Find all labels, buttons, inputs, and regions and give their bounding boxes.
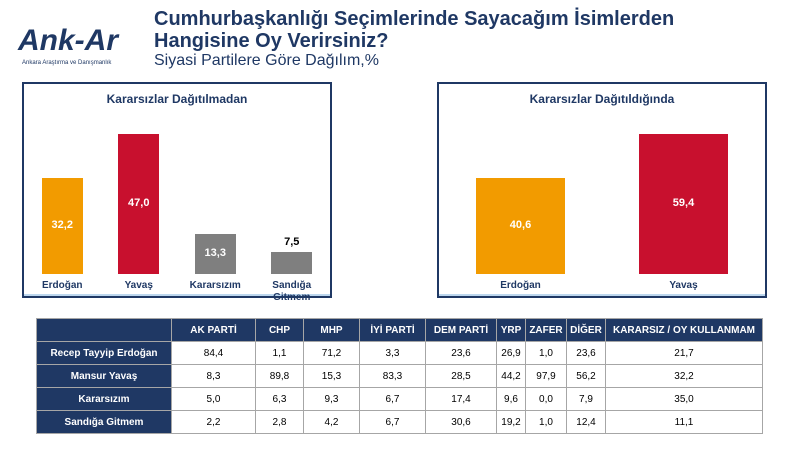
category-label: Erdoğan (500, 280, 541, 291)
chart-panel: Kararsızlar Dağıtılmadan 32,2 Erdoğan 47,0 Y… (22, 82, 332, 303)
table-cell: 44,2 (496, 364, 526, 388)
table-cell: 19,2 (496, 410, 526, 434)
row-label: Mansur Yavaş (36, 364, 172, 388)
table-cell: 4,2 (303, 410, 360, 434)
bar (118, 134, 160, 274)
table-cell: 56,2 (566, 364, 606, 388)
table-cell: 6,7 (359, 387, 426, 411)
table-cell: 17,4 (425, 387, 497, 411)
table-cell: 89,8 (255, 364, 304, 388)
table-cell: 23,6 (566, 341, 606, 365)
category-label: Kararsızım (189, 280, 241, 291)
table-cell: 35,0 (605, 387, 763, 411)
table-cell: 21,7 (605, 341, 763, 365)
value-label: 32,2 (51, 219, 73, 232)
bar (194, 234, 236, 274)
table-cell: 9,3 (303, 387, 360, 411)
column-header: MHP (303, 318, 360, 342)
table-cell: 83,3 (359, 364, 426, 388)
row-label: Sandığa Gitmem (36, 410, 172, 434)
value-label: 59,4 (672, 197, 695, 209)
value-label: 7,5 (284, 235, 300, 248)
table: AK PARTİ CHP MHP İYİ PARTİ DEM PARTİ YRP ZAFER… (36, 318, 763, 434)
table-cell: 8,3 (171, 364, 256, 388)
table-header: AK PARTİ CHP MHP İYİ PARTİ DEM PARTİ YRP ZAFER… (36, 318, 763, 342)
value-label: 40,6 (509, 219, 532, 232)
bar (476, 178, 565, 274)
value-label: 47,0 (128, 197, 150, 209)
table-cell: 15,3 (303, 364, 360, 388)
category-label: Yavaş (124, 280, 153, 291)
table-cell: 2,2 (171, 410, 256, 434)
baseline (439, 294, 765, 296)
table-cell: 6,7 (359, 410, 426, 434)
column-header: KARARSIZ / OY KULLANMAM (605, 318, 763, 342)
table-row: Kararsızım 5,0 6,3 9,3 6,7 17,4 9,6 0,0 7,9 35,0 (36, 387, 763, 411)
table-cell: 11,1 (605, 410, 763, 434)
table-cell: 28,5 (425, 364, 497, 388)
table-cell: 9,6 (496, 387, 526, 411)
chart-panel: Kararsızlar Dağıtıldığında 40,6 Erdoğan 59,… (437, 82, 767, 298)
table-cell: 32,2 (605, 364, 763, 388)
row-label: Recep Tayyip Erdoğan (36, 341, 172, 365)
column-header: DEM PARTİ (425, 318, 497, 342)
column-header: DİĞER (566, 318, 606, 342)
column-header: AK PARTİ (171, 318, 256, 342)
table-row: Mansur Yavaş 8,3 89,8 15,3 83,3 28,5 44,2 97,9 5… (36, 364, 763, 388)
subtitle: Siyasi Partilere Göre Dağılım,% (154, 52, 379, 69)
table-cell: 5,0 (171, 387, 256, 411)
chart-title: Kararsızlar Dağıtıldığında (529, 92, 675, 106)
column-header: ZAFER (525, 318, 567, 342)
logo: Ank-Ar (18, 24, 119, 57)
table-cell: 23,6 (425, 341, 497, 365)
column-header: İYİ PARTİ (359, 318, 426, 342)
table-cell: 26,9 (496, 341, 526, 365)
table-cell: 84,4 (171, 341, 256, 365)
bar (41, 178, 83, 274)
bar (271, 251, 313, 274)
logo-subtitle: Ankara Araştırma ve Danışmanlık (22, 60, 112, 66)
table-cell: 7,9 (566, 387, 606, 411)
table-cell: 97,9 (525, 364, 567, 388)
category-label: Erdoğan (41, 280, 83, 291)
table-cell: 30,6 (425, 410, 497, 434)
value-label: 13,3 (204, 247, 226, 260)
category-label: Yavaş (669, 280, 698, 291)
row-label: Kararsızım (36, 387, 172, 411)
category-label: Sandığa Gitmem (272, 280, 312, 303)
column-header: YRP (496, 318, 526, 342)
table-cell: 6,3 (255, 387, 304, 411)
table-cell: 2,8 (255, 410, 304, 434)
table-row: Recep Tayyip Erdoğan 84,4 1,1 71,2 3,3 23,6 26… (36, 341, 763, 365)
table-cell: 0,0 (525, 387, 567, 411)
table-cell: 1,1 (255, 341, 304, 365)
table-row: Sandığa Gitmem 2,2 2,8 4,2 6,7 30,6 19,2 1,0 12,… (36, 410, 763, 434)
bar (639, 134, 728, 274)
table-cell: 12,4 (566, 410, 606, 434)
column-header: CHP (255, 318, 304, 342)
title: Cumhurbaşkanlığı Seçimlerinde Sayacağım … (154, 8, 675, 52)
corner-cell (36, 318, 172, 342)
table-cell: 3,3 (359, 341, 426, 365)
table-cell: 1,0 (525, 341, 567, 365)
baseline (24, 294, 330, 296)
table-cell: 1,0 (525, 410, 567, 434)
chart-title: Kararsızlar Dağıtılmadan (106, 92, 248, 106)
table-cell: 71,2 (303, 341, 360, 365)
